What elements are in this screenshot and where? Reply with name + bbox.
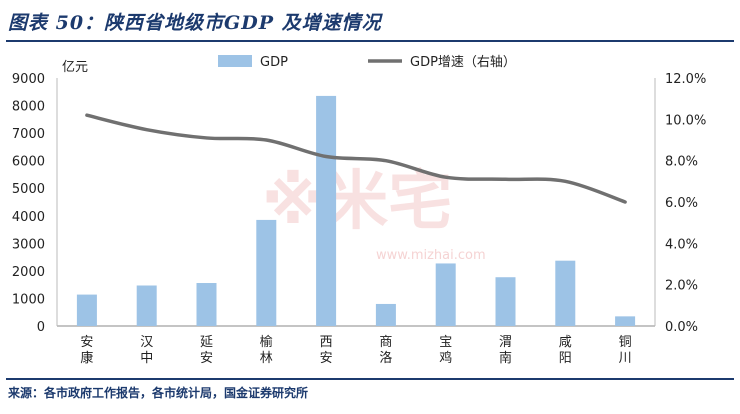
bar-gdp: [375, 303, 396, 326]
y-tick-label: 7000: [12, 127, 45, 142]
y2-tick-label: 8.0%: [665, 155, 698, 170]
watermark-url: www.mizhai.com: [376, 248, 486, 263]
watermark-logo: ※米宅: [262, 165, 453, 239]
y2-tick-label: 6.0%: [665, 196, 698, 211]
y-tick-label: 3000: [12, 237, 45, 252]
y2-tick-label: 0.0%: [665, 320, 698, 335]
legend-swatch-gdp: [218, 55, 252, 67]
x-tick-label: 安康: [80, 335, 93, 366]
x-tick-label: 宝鸡: [439, 335, 452, 366]
line-gdp-growth: [85, 113, 627, 204]
x-tick-label: 商洛: [379, 335, 392, 366]
bar-gdp: [495, 277, 516, 326]
y-tick-label: 8000: [12, 100, 45, 115]
x-tick-label: 渭南: [499, 335, 512, 366]
y2-tick-label: 4.0%: [665, 237, 698, 252]
source-note: 来源：各市政府工作报告，各市统计局，国金证券研究所: [8, 386, 309, 400]
y-tick-label: 5000: [12, 182, 45, 197]
bar-gdp: [136, 285, 157, 326]
bar-gdp: [76, 294, 97, 326]
y-tick-label: 2000: [12, 265, 45, 280]
title-rule: [6, 40, 734, 42]
x-tick-label: 榆林: [260, 335, 273, 366]
legend-label-growth: GDP增速（右轴）: [410, 55, 516, 70]
chart-title: 图表 50：陕西省地级市GDP 及增速情况: [8, 12, 382, 34]
x-tick-label: 延安: [200, 335, 213, 366]
y-tick-label: 0: [37, 320, 45, 335]
y2-tick-label: 10.0%: [665, 113, 706, 128]
x-tick-label: 铜川: [619, 335, 632, 366]
bar-gdp: [615, 316, 636, 326]
y2-tick-label: 12.0%: [665, 72, 706, 87]
source-rule: [6, 378, 734, 380]
bar-gdp: [316, 95, 337, 327]
x-tick-label: 汉中: [140, 335, 153, 366]
y2-tick-label: 2.0%: [665, 279, 698, 294]
y-axis-label: 亿元: [62, 60, 88, 75]
bar-gdp: [555, 260, 576, 326]
bar-gdp: [256, 219, 277, 326]
x-tick-label: 西安: [320, 335, 333, 366]
y-tick-label: 6000: [12, 155, 45, 170]
legend-label-gdp: GDP: [260, 55, 288, 70]
y-tick-label: 1000: [12, 292, 45, 307]
bar-gdp: [435, 263, 456, 326]
y-tick-label: 4000: [12, 210, 45, 225]
x-tick-label: 咸阳: [559, 335, 572, 366]
y-tick-label: 9000: [12, 72, 45, 87]
bar-gdp: [196, 283, 217, 326]
